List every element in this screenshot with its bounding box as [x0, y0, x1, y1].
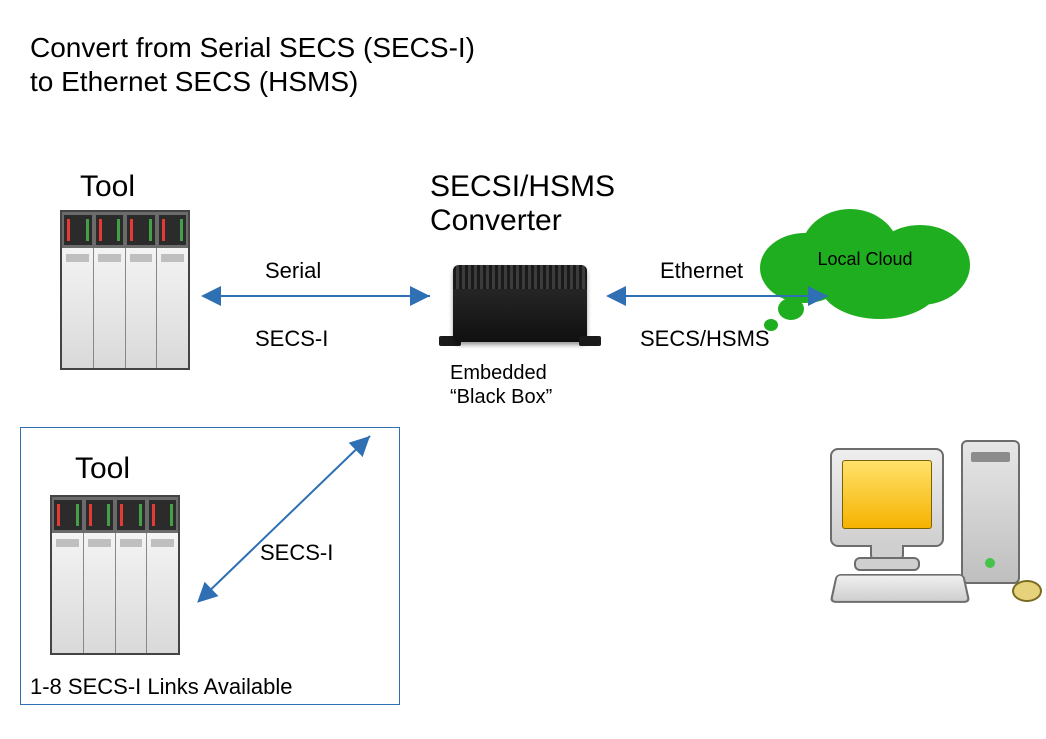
- computer-monitor-base: [854, 557, 920, 571]
- edge2-bottom-label: SECS/HSMS: [640, 326, 770, 352]
- computer-icon: [830, 430, 1020, 610]
- edge3-label: SECS-I: [260, 540, 333, 566]
- computer-mouse-icon: [1012, 580, 1042, 602]
- converter-box-icon: [445, 255, 595, 350]
- edge1-bottom-label: SECS-I: [255, 326, 328, 352]
- computer-tower-icon: [961, 440, 1020, 584]
- converter-caption-line2: “Black Box”: [450, 386, 552, 409]
- converter-label-line1: SECSI/HSMS: [430, 170, 615, 204]
- tool2-label: Tool: [75, 452, 130, 486]
- cloud-icon: Local Cloud: [760, 203, 970, 323]
- callout-caption: 1-8 SECS-I Links Available: [30, 674, 293, 700]
- tool1-rack-icon: [60, 210, 190, 370]
- computer-keyboard-icon: [830, 574, 971, 603]
- converter-caption-line1: Embedded: [450, 362, 547, 385]
- cloud-label: Local Cloud: [760, 249, 970, 270]
- computer-monitor-icon: [830, 448, 944, 547]
- tool2-rack-icon: [50, 495, 180, 655]
- cloud-blob: [778, 298, 804, 320]
- page-title-line1: Convert from Serial SECS (SECS-I): [30, 30, 475, 65]
- converter-label-line2: Converter: [430, 204, 562, 238]
- page-title-line2: to Ethernet SECS (HSMS): [30, 64, 358, 99]
- tool1-label: Tool: [80, 170, 135, 204]
- edge2-top-label: Ethernet: [660, 258, 743, 284]
- edge1-top-label: Serial: [265, 258, 321, 284]
